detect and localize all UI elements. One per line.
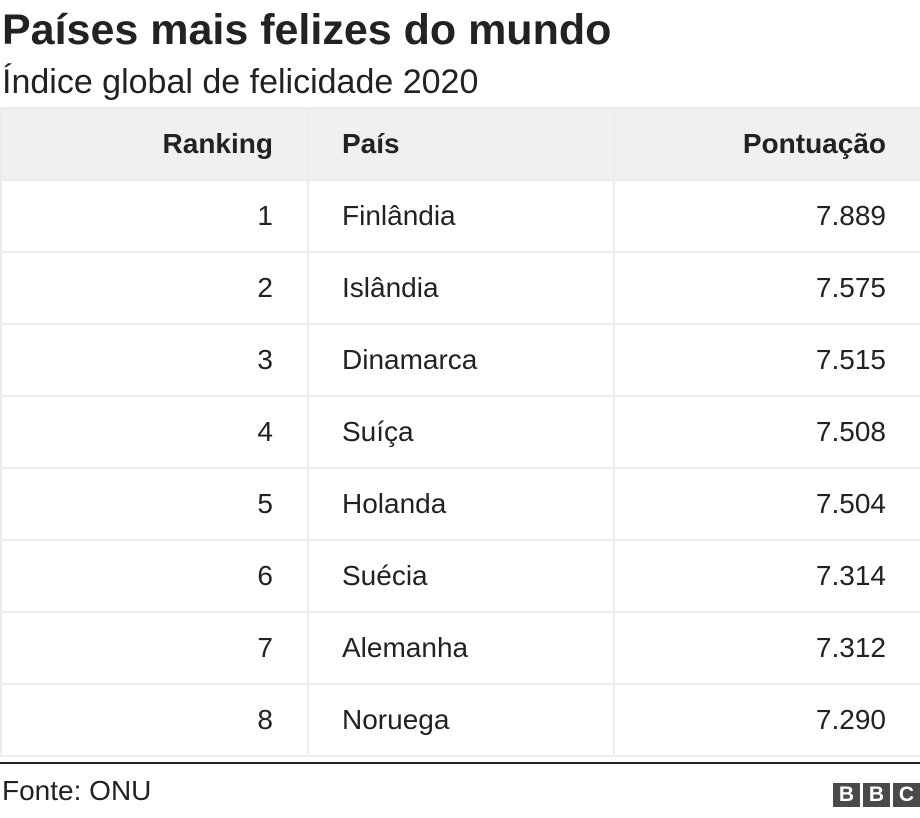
rank-cell: 6 <box>0 539 309 613</box>
score-cell: 7.508 <box>613 395 920 469</box>
chart-title: Países mais felizes do mundo <box>2 6 612 54</box>
column-header-country: País <box>307 107 615 181</box>
column-header-ranking: Ranking <box>0 107 309 181</box>
table-row: 3 Dinamarca 7.515 <box>0 323 920 397</box>
table-row: 8 Noruega 7.290 <box>0 683 920 757</box>
rank-cell: 7 <box>0 611 309 685</box>
table-row: 6 Suécia 7.314 <box>0 539 920 613</box>
country-cell: Noruega <box>307 683 615 757</box>
source-note: Fonte: ONU <box>2 775 152 806</box>
country-cell: Suécia <box>307 539 615 613</box>
bbc-logo-letter: B <box>863 783 890 807</box>
score-cell: 7.312 <box>613 611 920 685</box>
score-cell: 7.889 <box>613 179 920 253</box>
table-row: 1 Finlândia 7.889 <box>0 179 920 253</box>
rank-cell: 2 <box>0 251 309 325</box>
score-cell: 7.575 <box>613 251 920 325</box>
table-row: 5 Holanda 7.504 <box>0 467 920 541</box>
header-row: Ranking País Pontuação <box>0 107 920 181</box>
bbc-logo-letter: B <box>833 783 860 807</box>
table-row: 7 Alemanha 7.312 <box>0 611 920 685</box>
footer-divider <box>0 762 920 764</box>
country-cell: Alemanha <box>307 611 615 685</box>
chart-subtitle: Índice global de felicidade 2020 <box>2 63 479 101</box>
rank-cell: 1 <box>0 179 309 253</box>
country-cell: Finlândia <box>307 179 615 253</box>
score-cell: 7.504 <box>613 467 920 541</box>
rank-cell: 8 <box>0 683 309 757</box>
country-cell: Suíça <box>307 395 615 469</box>
bbc-logo: B B C <box>833 783 920 807</box>
column-header-score: Pontuação <box>613 107 920 181</box>
table-body: 1 Finlândia 7.889 2 Islândia 7.575 3 Din… <box>0 179 920 757</box>
rank-cell: 3 <box>0 323 309 397</box>
score-cell: 7.290 <box>613 683 920 757</box>
country-cell: Dinamarca <box>307 323 615 397</box>
score-cell: 7.314 <box>613 539 920 613</box>
rank-cell: 5 <box>0 467 309 541</box>
country-cell: Holanda <box>307 467 615 541</box>
score-cell: 7.515 <box>613 323 920 397</box>
bbc-logo-letter: C <box>893 783 920 807</box>
country-cell: Islândia <box>307 251 615 325</box>
rank-cell: 4 <box>0 395 309 469</box>
table-row: 2 Islândia 7.575 <box>0 251 920 325</box>
table-header: Ranking País Pontuação <box>0 107 920 181</box>
happiness-table: Ranking País Pontuação 1 Finlândia 7.889… <box>0 107 920 757</box>
table-row: 4 Suíça 7.508 <box>0 395 920 469</box>
